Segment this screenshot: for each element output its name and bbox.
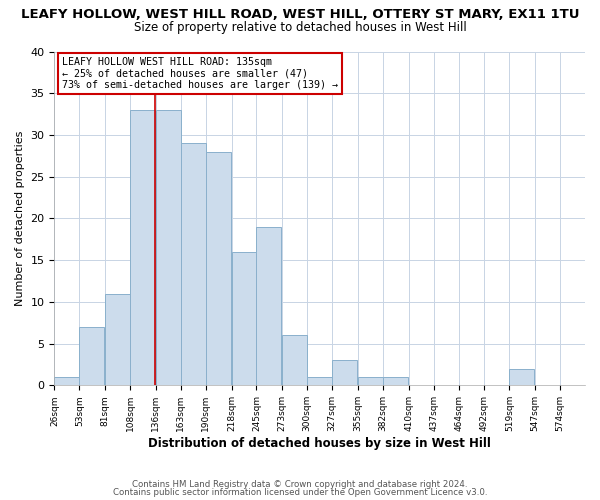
Bar [383,377,408,386]
Bar [206,152,230,386]
Bar [283,336,307,386]
Text: LEAFY HOLLOW WEST HILL ROAD: 135sqm
← 25% of detached houses are smaller (47)
73: LEAFY HOLLOW WEST HILL ROAD: 135sqm ← 25… [62,56,338,90]
Bar [130,110,155,386]
Bar [181,144,206,386]
Bar [307,377,332,386]
Bar [55,377,79,386]
Bar [156,110,181,386]
Bar [256,227,281,386]
Text: LEAFY HOLLOW, WEST HILL ROAD, WEST HILL, OTTERY ST MARY, EX11 1TU: LEAFY HOLLOW, WEST HILL ROAD, WEST HILL,… [21,8,579,20]
Bar [79,327,104,386]
Text: Contains HM Land Registry data © Crown copyright and database right 2024.: Contains HM Land Registry data © Crown c… [132,480,468,489]
Bar [509,368,534,386]
Y-axis label: Number of detached properties: Number of detached properties [15,130,25,306]
Bar [232,252,256,386]
Bar [105,294,130,386]
Text: Contains public sector information licensed under the Open Government Licence v3: Contains public sector information licen… [113,488,487,497]
Text: Size of property relative to detached houses in West Hill: Size of property relative to detached ho… [134,21,466,34]
Bar [358,377,383,386]
X-axis label: Distribution of detached houses by size in West Hill: Distribution of detached houses by size … [148,437,491,450]
Bar [332,360,357,386]
